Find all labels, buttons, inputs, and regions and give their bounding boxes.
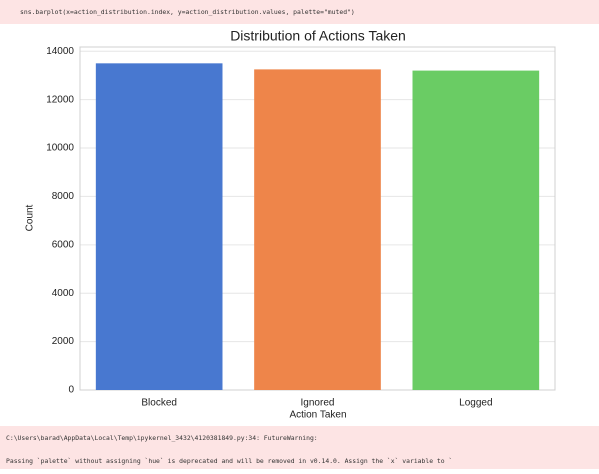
y-axis-label: Count	[25, 204, 36, 231]
warning-line: Passing `palette` without assigning `hue…	[6, 457, 452, 465]
x-tick-label: Blocked	[141, 398, 177, 409]
warning-line: C:\Users\barad\AppData\Local\Temp\ipyker…	[6, 434, 318, 442]
y-tick-label: 0	[68, 385, 74, 396]
x-tick-label: Logged	[459, 398, 492, 409]
chart-title: Distribution of Actions Taken	[230, 28, 406, 44]
x-tick-label: Ignored	[301, 398, 335, 409]
y-tick-label: 6000	[52, 239, 75, 250]
warning-band	[0, 426, 599, 469]
bar	[254, 69, 381, 390]
code-band	[0, 0, 599, 24]
y-tick-label: 2000	[52, 336, 75, 347]
y-tick-label: 10000	[46, 143, 74, 154]
y-tick-label: 4000	[52, 288, 75, 299]
x-axis-label: Action Taken	[289, 410, 346, 421]
code-line: sns.barplot(x=action_distribution.index,…	[20, 8, 355, 16]
bar	[412, 70, 540, 390]
y-tick-label: 8000	[52, 191, 75, 202]
y-tick-label: 12000	[46, 94, 74, 105]
y-tick-label: 14000	[46, 46, 74, 57]
bar	[95, 63, 223, 390]
